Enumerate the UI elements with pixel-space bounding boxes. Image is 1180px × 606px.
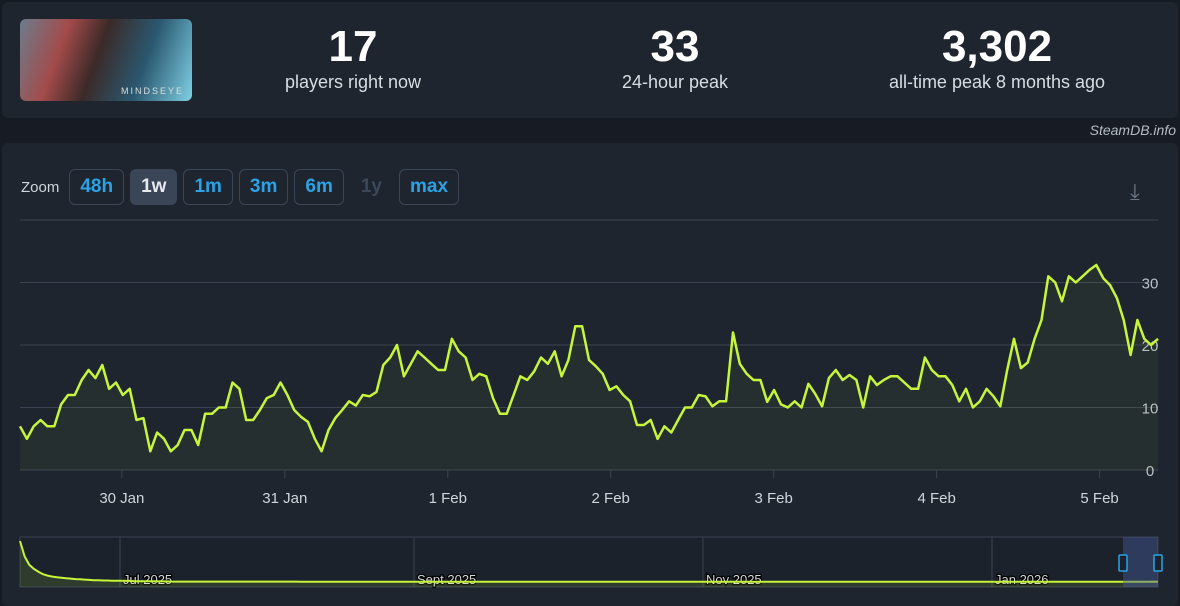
navigator-label: Jul 2025 [123,572,172,587]
navigator-label: Sept 2025 [417,572,476,587]
y-tick-label: 10 [1142,401,1159,418]
x-tick-label: 4 Feb [917,490,955,507]
zoom-48h-button[interactable]: 48h [69,169,125,205]
navigator-handle[interactable] [1153,554,1163,572]
navigator [19,536,1159,588]
stat-value: 3,302 [941,22,1053,71]
stat-alltime-peak: 3,302 all-time peak 8 months ago [847,22,1147,93]
game-logo: MINDSEYE [120,86,184,96]
zoom-controls: Zoom 48h 1w 1m 3m 6m 1y max [21,169,460,205]
x-tick-label: 5 Feb [1080,490,1118,507]
navigator-handle[interactable] [1118,554,1128,572]
navigator-label: Jan 2026 [995,572,1049,587]
steamdb-credit-link[interactable]: SteamDB.info [1089,122,1176,138]
x-tick-label: 2 Feb [592,490,630,507]
navigator-line [19,540,1159,583]
stat-label: 24-hour peak [621,72,729,92]
x-tick-label: 30 Jan [99,490,144,507]
series-line [18,263,1159,453]
stat-label: all-time peak 8 months ago [888,72,1106,92]
zoom-max-button[interactable]: max [399,169,460,205]
zoom-1m-button[interactable]: 1m [183,169,233,205]
zoom-1w-button[interactable]: 1w [130,169,178,205]
stat-current: 17 players right now [203,22,503,93]
chart-panel: Zoom 48h 1w 1m 3m 6m 1y max ⤓ 0 10 20 30 30 … [2,143,1178,606]
summary-panel: MINDSEYE 17 players right now 33 24-hour p… [2,2,1178,118]
navigator-selection[interactable] [1123,537,1158,587]
navigator-label: Nov 2025 [706,572,762,587]
zoom-label: Zoom [21,178,60,196]
stat-value: 17 [328,22,378,71]
zoom-6m-button[interactable]: 6m [294,169,344,205]
game-cover-image[interactable]: MINDSEYE [20,19,192,101]
stat-label: players right now [284,72,422,92]
zoom-3m-button[interactable]: 3m [238,169,289,205]
y-tick-label: 30 [1142,276,1159,293]
x-tick-label: 3 Feb [755,490,793,507]
series-area [20,265,1158,470]
stat-value: 33 [650,22,700,71]
stat-24h-peak: 33 24-hour peak [525,22,825,93]
y-tick-label: 0 [1146,463,1154,480]
x-tick-label: 1 Feb [429,490,467,507]
zoom-1y-button: 1y [360,176,382,197]
x-tick-label: 31 Jan [262,490,307,507]
download-icon[interactable]: ⤓ [1130,179,1140,204]
